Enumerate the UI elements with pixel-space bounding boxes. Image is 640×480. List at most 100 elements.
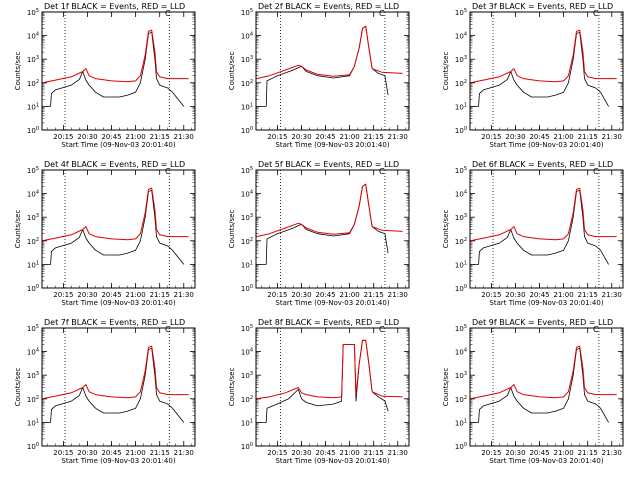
series-lld-line <box>42 345 189 400</box>
x-tick-label: 21:15 <box>150 133 170 141</box>
y-tick-label: 102 <box>27 395 39 404</box>
x-tick-label: 21:15 <box>578 291 598 299</box>
x-tick-label: 20:45 <box>529 449 549 457</box>
y-axis-label: Counts/sec <box>14 210 22 249</box>
y-tick-label: 100 <box>455 442 467 451</box>
series-events-line <box>473 31 609 107</box>
series-lld-line <box>42 187 189 242</box>
legend-marker: C <box>593 167 599 176</box>
x-tick-label: 20:30 <box>505 291 525 299</box>
y-axis-label: Counts/sec <box>442 368 450 407</box>
y-tick-label: 100 <box>241 126 253 135</box>
x-tick-label: 21:30 <box>174 449 194 457</box>
x-tick-label: 20:15 <box>53 291 73 299</box>
y-axis-label: Counts/sec <box>442 52 450 91</box>
y-axis-label: Counts/sec <box>228 52 236 91</box>
series-events-line <box>259 339 389 423</box>
plot-frame <box>255 11 410 131</box>
y-tick-label: 101 <box>455 418 467 427</box>
y-tick-label: 103 <box>455 371 467 380</box>
y-tick-label: 102 <box>241 79 253 88</box>
x-tick-label: 21:30 <box>388 291 408 299</box>
x-tick-label: 20:30 <box>291 133 311 141</box>
y-tick-label: 105 <box>27 8 39 17</box>
x-tick-label: 21:30 <box>388 449 408 457</box>
series-lld-line <box>470 187 617 242</box>
x-tick-label: 20:15 <box>481 291 501 299</box>
y-axis-label: Counts/sec <box>14 52 22 91</box>
series-events-line <box>259 183 389 265</box>
y-tick-label: 105 <box>27 324 39 333</box>
legend-marker: C <box>379 325 385 334</box>
x-tick-label: 21:30 <box>174 133 194 141</box>
y-tick-label: 105 <box>455 324 467 333</box>
y-tick-label: 101 <box>455 102 467 111</box>
series-lld-line <box>470 345 617 400</box>
x-axis-label: Start Time (09-Nov-03 20:01:40) <box>489 141 603 149</box>
plot-frame <box>469 169 624 289</box>
x-tick-label: 20:30 <box>77 133 97 141</box>
y-tick-label: 105 <box>455 166 467 175</box>
y-axis-label: Counts/sec <box>14 368 22 407</box>
x-tick-label: 20:15 <box>53 133 73 141</box>
x-axis-label: Start Time (09-Nov-03 20:01:40) <box>489 457 603 465</box>
y-tick-label: 104 <box>27 348 39 357</box>
panel-title: Det 8f BLACK = Events, RED = LLD <box>258 318 399 327</box>
x-axis-label: Start Time (09-Nov-03 20:01:40) <box>61 299 175 307</box>
series-events-line <box>473 189 609 265</box>
x-tick-label: 20:30 <box>291 291 311 299</box>
panel-title: Det 9f BLACK = Events, RED = LLD <box>472 318 613 327</box>
plot-frame <box>41 11 196 131</box>
x-tick-label: 21:00 <box>554 133 574 141</box>
plot-frame <box>41 169 196 289</box>
x-tick-label: 21:00 <box>126 133 146 141</box>
x-tick-label: 21:15 <box>364 449 384 457</box>
x-tick-label: 20:45 <box>315 291 335 299</box>
x-tick-label: 21:00 <box>340 449 360 457</box>
x-axis-label: Start Time (09-Nov-03 20:01:40) <box>275 141 389 149</box>
y-axis-label: Counts/sec <box>228 210 236 249</box>
panel-title: Det 2f BLACK = Events, RED = LLD <box>258 2 399 11</box>
y-tick-label: 102 <box>455 79 467 88</box>
x-tick-label: 21:00 <box>126 291 146 299</box>
legend-marker: C <box>379 9 385 18</box>
y-tick-label: 105 <box>241 166 253 175</box>
legend-marker: C <box>593 325 599 334</box>
x-tick-label: 21:00 <box>554 449 574 457</box>
x-tick-label: 20:45 <box>315 133 335 141</box>
y-tick-label: 101 <box>241 418 253 427</box>
x-axis-label: Start Time (09-Nov-03 20:01:40) <box>275 457 389 465</box>
x-tick-label: 20:15 <box>53 449 73 457</box>
y-tick-label: 102 <box>455 395 467 404</box>
legend-marker: C <box>165 9 171 18</box>
x-tick-label: 21:15 <box>150 449 170 457</box>
x-tick-label: 21:30 <box>388 133 408 141</box>
y-tick-label: 104 <box>455 348 467 357</box>
series-lld-line <box>256 339 403 400</box>
y-tick-label: 100 <box>455 284 467 293</box>
y-tick-label: 103 <box>27 55 39 64</box>
x-tick-label: 20:15 <box>267 133 287 141</box>
panel-title: Det 3f BLACK = Events, RED = LLD <box>472 2 613 11</box>
x-axis-label: Start Time (09-Nov-03 20:01:40) <box>275 299 389 307</box>
x-tick-label: 20:45 <box>529 291 549 299</box>
series-lld-line <box>42 29 189 84</box>
legend-marker: C <box>165 167 171 176</box>
x-tick-label: 21:00 <box>340 133 360 141</box>
y-tick-label: 102 <box>27 79 39 88</box>
panel-title: Det 5f BLACK = Events, RED = LLD <box>258 160 399 169</box>
y-tick-label: 105 <box>455 8 467 17</box>
y-tick-label: 100 <box>27 442 39 451</box>
y-tick-label: 103 <box>455 55 467 64</box>
y-tick-label: 104 <box>27 32 39 41</box>
panel-title: Det 1f BLACK = Events, RED = LLD <box>44 2 185 11</box>
panel-title: Det 7f BLACK = Events, RED = LLD <box>44 318 185 327</box>
plot-frame <box>255 169 410 289</box>
y-tick-label: 104 <box>241 348 253 357</box>
x-tick-label: 21:15 <box>364 291 384 299</box>
x-tick-label: 21:30 <box>602 291 622 299</box>
